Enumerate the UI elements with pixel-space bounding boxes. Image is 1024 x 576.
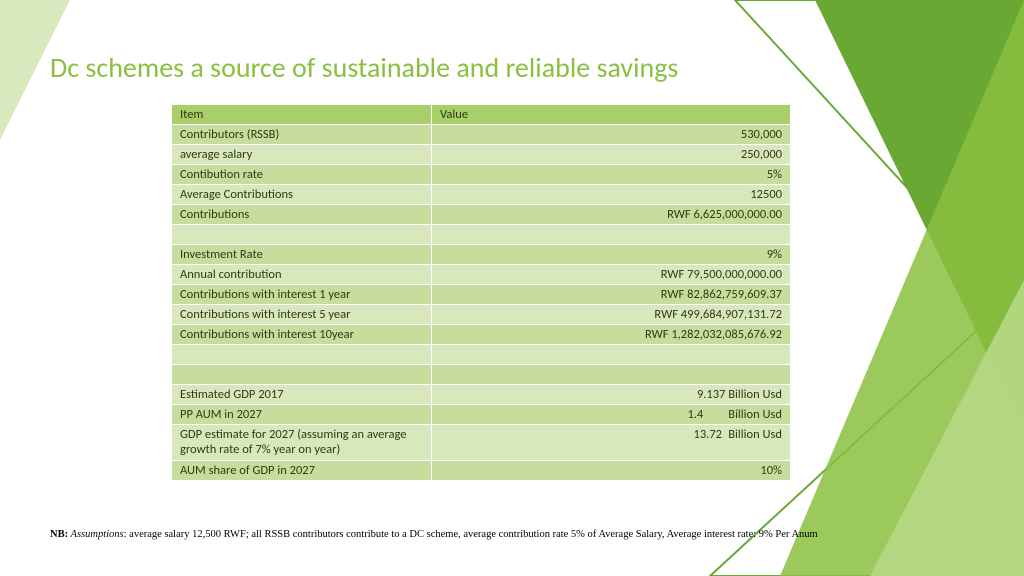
table-row: ContributionsRWF 6,625,000,000.00 xyxy=(172,205,791,225)
table-row: Contributions with interest 10yearRWF 1,… xyxy=(172,325,791,345)
cell-value: RWF 499,684,907,131.72 xyxy=(432,305,791,325)
cell-value: RWF 6,625,000,000.00 xyxy=(432,205,791,225)
cell-value: 10% xyxy=(432,461,791,481)
table-row: GDP estimate for 2027 (assuming an avera… xyxy=(172,425,791,461)
table-row: Contributors (RSSB)530,000 xyxy=(172,125,791,145)
cell-value xyxy=(432,365,791,385)
cell-item: Contibution rate xyxy=(172,165,432,185)
table-row: Contibution rate5% xyxy=(172,165,791,185)
cell-value: RWF 1,282,032,085,676.92 xyxy=(432,325,791,345)
cell-value: 530,000 xyxy=(432,125,791,145)
table-row xyxy=(172,365,791,385)
cell-item xyxy=(172,365,432,385)
cell-value: 5% xyxy=(432,165,791,185)
cell-value: 9.137 Billion Usd xyxy=(432,385,791,405)
cell-item: Contributions with interest 5 year xyxy=(172,305,432,325)
col-item: Item xyxy=(172,105,432,125)
footnote-nb: NB: xyxy=(50,529,68,540)
footnote-text: : average salary 12,500 RWF; all RSSB co… xyxy=(124,529,818,540)
table-row xyxy=(172,225,791,245)
table-row: average salary250,000 xyxy=(172,145,791,165)
cell-item: Investment Rate xyxy=(172,245,432,265)
cell-item: AUM share of GDP in 2027 xyxy=(172,461,432,481)
cell-value: 1.4 Billion Usd xyxy=(432,405,791,425)
table-row: Investment Rate9% xyxy=(172,245,791,265)
table-row: PP AUM in 20271.4 Billion Usd xyxy=(172,405,791,425)
table-row: Contributions with interest 1 yearRWF 82… xyxy=(172,285,791,305)
page-title: Dc schemes a source of sustainable and r… xyxy=(50,50,678,85)
cell-item: GDP estimate for 2027 (assuming an avera… xyxy=(172,425,432,461)
table-header-row: Item Value xyxy=(172,105,791,125)
table-row xyxy=(172,345,791,365)
cell-value: 250,000 xyxy=(432,145,791,165)
cell-value xyxy=(432,345,791,365)
cell-item xyxy=(172,345,432,365)
cell-item: Estimated GDP 2017 xyxy=(172,385,432,405)
cell-value: RWF 79,500,000,000.00 xyxy=(432,265,791,285)
cell-item: average salary xyxy=(172,145,432,165)
cell-value: 12500 xyxy=(432,185,791,205)
cell-item: Contributors (RSSB) xyxy=(172,125,432,145)
cell-item: Average Contributions xyxy=(172,185,432,205)
footnote: NB: Assumptions: average salary 12,500 R… xyxy=(50,529,974,540)
table-row: Contributions with interest 5 yearRWF 49… xyxy=(172,305,791,325)
cell-item: Annual contribution xyxy=(172,265,432,285)
table-row: Average Contributions12500 xyxy=(172,185,791,205)
col-value: Value xyxy=(432,105,791,125)
data-table: Item Value Contributors (RSSB)530,000ave… xyxy=(171,104,791,481)
cell-value: 13.72 Billion Usd xyxy=(432,425,791,461)
cell-value xyxy=(432,225,791,245)
cell-item: Contributions with interest 10year xyxy=(172,325,432,345)
cell-item: Contributions with interest 1 year xyxy=(172,285,432,305)
cell-item xyxy=(172,225,432,245)
cell-value: 9% xyxy=(432,245,791,265)
cell-item: Contributions xyxy=(172,205,432,225)
table-row: Annual contributionRWF 79,500,000,000.00 xyxy=(172,265,791,285)
footnote-assumptions-label: Assumptions xyxy=(68,529,124,540)
cell-value: RWF 82,862,759,609.37 xyxy=(432,285,791,305)
table-row: AUM share of GDP in 202710% xyxy=(172,461,791,481)
cell-item: PP AUM in 2027 xyxy=(172,405,432,425)
table-row: Estimated GDP 20179.137 Billion Usd xyxy=(172,385,791,405)
